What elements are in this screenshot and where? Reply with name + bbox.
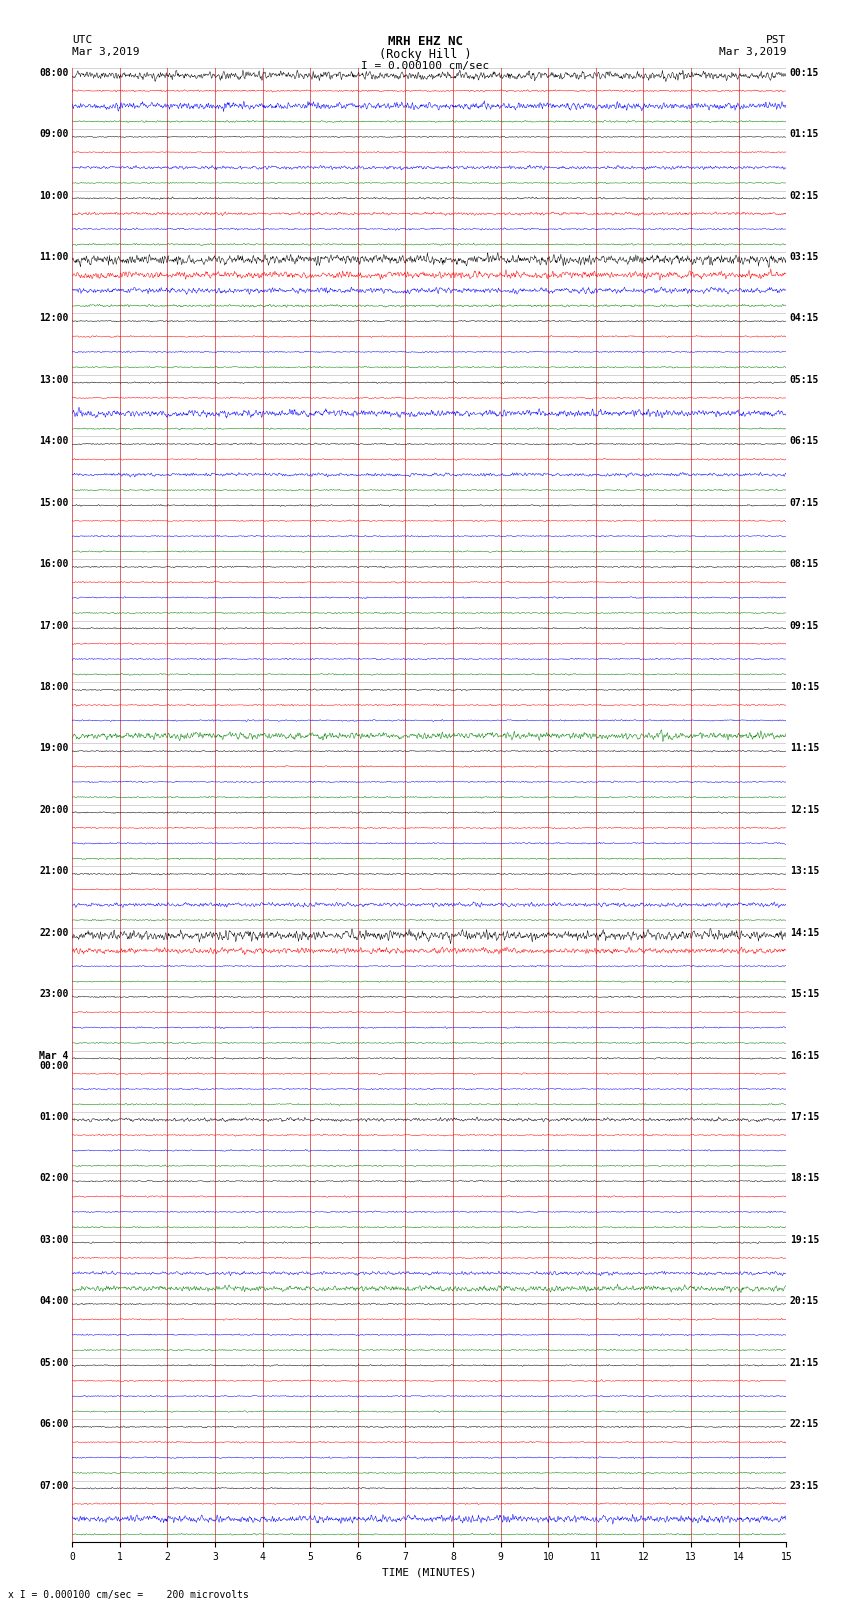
Text: 14:00: 14:00 <box>39 436 69 447</box>
Text: 21:00: 21:00 <box>39 866 69 876</box>
Text: 08:00: 08:00 <box>39 68 69 77</box>
Text: x I = 0.000100 cm/sec =    200 microvolts: x I = 0.000100 cm/sec = 200 microvolts <box>8 1590 249 1600</box>
Text: 04:00: 04:00 <box>39 1297 69 1307</box>
Text: 21:15: 21:15 <box>790 1358 819 1368</box>
X-axis label: TIME (MINUTES): TIME (MINUTES) <box>382 1568 477 1578</box>
Text: 03:15: 03:15 <box>790 252 819 261</box>
Text: 07:15: 07:15 <box>790 498 819 508</box>
Text: Mar 4
00:00: Mar 4 00:00 <box>39 1050 69 1071</box>
Text: MRH EHZ NC: MRH EHZ NC <box>388 35 462 48</box>
Text: 17:00: 17:00 <box>39 621 69 631</box>
Text: 08:15: 08:15 <box>790 560 819 569</box>
Text: 11:00: 11:00 <box>39 252 69 261</box>
Text: 06:00: 06:00 <box>39 1419 69 1429</box>
Text: PST: PST <box>766 35 786 45</box>
Text: 18:15: 18:15 <box>790 1174 819 1184</box>
Text: Mar 3,2019: Mar 3,2019 <box>72 47 139 56</box>
Text: 19:15: 19:15 <box>790 1236 819 1245</box>
Text: 05:15: 05:15 <box>790 374 819 386</box>
Text: 15:00: 15:00 <box>39 498 69 508</box>
Text: 02:00: 02:00 <box>39 1174 69 1184</box>
Text: 10:15: 10:15 <box>790 682 819 692</box>
Text: 19:00: 19:00 <box>39 744 69 753</box>
Text: 09:15: 09:15 <box>790 621 819 631</box>
Text: 16:00: 16:00 <box>39 560 69 569</box>
Text: 06:15: 06:15 <box>790 436 819 447</box>
Text: 14:15: 14:15 <box>790 927 819 937</box>
Text: 04:15: 04:15 <box>790 313 819 324</box>
Text: 13:00: 13:00 <box>39 374 69 386</box>
Text: 20:00: 20:00 <box>39 805 69 815</box>
Text: 09:00: 09:00 <box>39 129 69 139</box>
Text: 22:00: 22:00 <box>39 927 69 937</box>
Text: 12:00: 12:00 <box>39 313 69 324</box>
Text: 07:00: 07:00 <box>39 1481 69 1490</box>
Text: 12:15: 12:15 <box>790 805 819 815</box>
Text: 18:00: 18:00 <box>39 682 69 692</box>
Text: 23:00: 23:00 <box>39 989 69 998</box>
Text: Mar 3,2019: Mar 3,2019 <box>719 47 786 56</box>
Text: UTC: UTC <box>72 35 93 45</box>
Text: 11:15: 11:15 <box>790 744 819 753</box>
Text: (Rocky Hill ): (Rocky Hill ) <box>379 48 471 61</box>
Text: 10:00: 10:00 <box>39 190 69 200</box>
Text: 03:00: 03:00 <box>39 1236 69 1245</box>
Text: 05:00: 05:00 <box>39 1358 69 1368</box>
Text: 13:15: 13:15 <box>790 866 819 876</box>
Text: 01:00: 01:00 <box>39 1111 69 1123</box>
Text: 01:15: 01:15 <box>790 129 819 139</box>
Text: I = 0.000100 cm/sec: I = 0.000100 cm/sec <box>361 61 489 71</box>
Text: 16:15: 16:15 <box>790 1050 819 1061</box>
Text: 22:15: 22:15 <box>790 1419 819 1429</box>
Text: 02:15: 02:15 <box>790 190 819 200</box>
Text: 15:15: 15:15 <box>790 989 819 998</box>
Text: 17:15: 17:15 <box>790 1111 819 1123</box>
Text: 23:15: 23:15 <box>790 1481 819 1490</box>
Text: 00:15: 00:15 <box>790 68 819 77</box>
Text: 20:15: 20:15 <box>790 1297 819 1307</box>
